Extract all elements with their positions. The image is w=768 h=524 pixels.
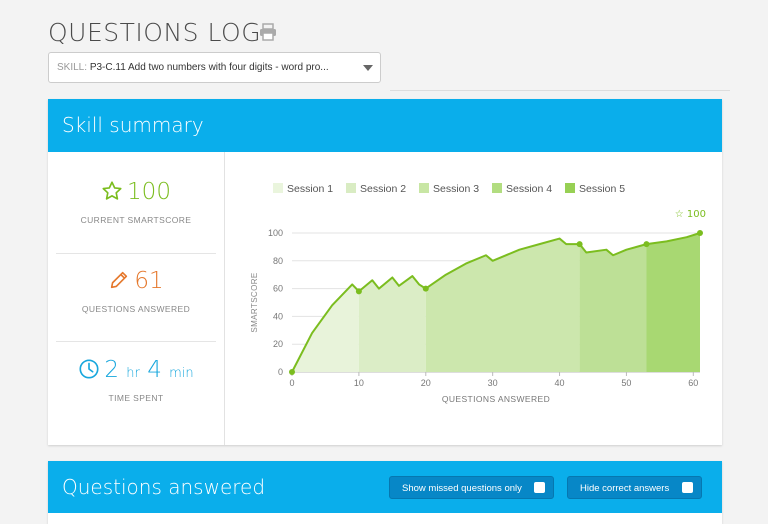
questions-answered-header: Questions answered Show missed questions… [48, 461, 722, 513]
x-tick-label: 10 [354, 378, 364, 388]
data-point [576, 241, 583, 248]
questions-answered-panel: Questions answered Show missed questions… [48, 461, 722, 524]
hide-correct-label: Hide correct answers [580, 483, 670, 494]
print-icon[interactable] [258, 22, 278, 42]
legend-swatch [419, 183, 429, 193]
y-tick-label: 20 [273, 339, 283, 349]
chevron-down-icon [363, 65, 373, 71]
smartscore-value: 100 [127, 179, 171, 205]
legend-label: Session 3 [433, 183, 479, 195]
smartscore-value-row: 100 [56, 179, 216, 205]
y-tick-label: 80 [273, 256, 283, 266]
time-hours-unit: hr [126, 366, 140, 381]
divider [390, 90, 730, 91]
x-tick-label: 40 [555, 378, 565, 388]
star-icon [102, 181, 122, 200]
x-tick-label: 30 [488, 378, 498, 388]
answered-stat: 61 QUESTIONS ANSWERED [56, 268, 216, 314]
legend-swatch [565, 183, 575, 193]
show-missed-button[interactable]: Show missed questions only [389, 476, 554, 499]
x-tick-label: 60 [688, 378, 698, 388]
y-tick-label: 100 [268, 228, 283, 238]
data-point [422, 285, 429, 292]
y-tick-label: 40 [273, 311, 283, 321]
skill-summary-panel: Skill summary 100 CURRENT SMARTSCORE 61 … [48, 99, 722, 445]
page-title: QUESTIONS LOG [48, 18, 262, 47]
y-tick-label: 0 [278, 367, 283, 377]
y-tick-label: 60 [273, 284, 283, 294]
hide-correct-button[interactable]: Hide correct answers [567, 476, 702, 499]
time-hours: 2 [104, 357, 119, 383]
data-point [643, 241, 650, 248]
session-area [358, 276, 426, 372]
session-area [425, 238, 580, 372]
session-area [292, 284, 359, 372]
questions-answered-title: Questions answered [62, 475, 266, 499]
clock-icon [79, 359, 99, 379]
x-tick-label: 50 [621, 378, 631, 388]
data-point [697, 230, 703, 236]
time-minutes: 4 [147, 357, 162, 383]
answered-label: QUESTIONS ANSWERED [81, 304, 191, 314]
show-missed-checkbox[interactable] [534, 482, 545, 493]
skill-select-label: SKILL: [57, 62, 88, 73]
stats-column: 100 CURRENT SMARTSCORE 61 QUESTIONS ANSW… [48, 152, 225, 445]
show-missed-label: Show missed questions only [402, 483, 522, 494]
stat-divider [56, 253, 216, 254]
data-point [289, 369, 295, 375]
smartscore-stat: 100 CURRENT SMARTSCORE [56, 179, 216, 225]
skill-summary-header: Skill summary [48, 99, 722, 152]
answered-value: 61 [134, 268, 164, 294]
end-annotation: ☆ 100 [675, 209, 706, 220]
skill-select[interactable]: SKILL: P3-C.11 Add two numbers with four… [48, 52, 381, 83]
session-area [646, 233, 700, 372]
answered-value-row: 61 [56, 268, 216, 294]
smartscore-label: CURRENT SMARTSCORE [80, 215, 192, 225]
smartscore-chart: 0 20 40 60 80 100 0 10 20 30 40 50 60 ☆ 100 Session 1 S… [250, 183, 706, 404]
smartscore-line [291, 232, 701, 373]
y-axis-label: SMARTSCORE [250, 272, 259, 332]
legend-swatch [346, 183, 356, 193]
skill-select-value: P3-C.11 Add two numbers with four digits… [89, 62, 329, 73]
stat-divider [56, 341, 216, 342]
pencil-icon [111, 271, 128, 289]
legend-label: Session 4 [506, 183, 552, 195]
hide-correct-checkbox[interactable] [682, 482, 693, 493]
time-value-row: 2 hr 4 min [56, 357, 216, 383]
time-stat: 2 hr 4 min TIME SPENT [56, 357, 216, 403]
legend-label: Session 1 [287, 183, 333, 195]
legend-swatch [492, 183, 502, 193]
x-tick-label: 0 [289, 378, 294, 388]
x-tick-label: 20 [421, 378, 431, 388]
data-point [355, 288, 362, 295]
legend-label: Session 5 [579, 183, 625, 195]
legend-label: Session 2 [360, 183, 406, 195]
session-area [579, 244, 647, 372]
time-minutes-unit: min [169, 366, 194, 381]
x-axis-label: QUESTIONS ANSWERED [442, 394, 550, 404]
time-label: TIME SPENT [108, 393, 164, 403]
legend-swatch [273, 183, 283, 193]
